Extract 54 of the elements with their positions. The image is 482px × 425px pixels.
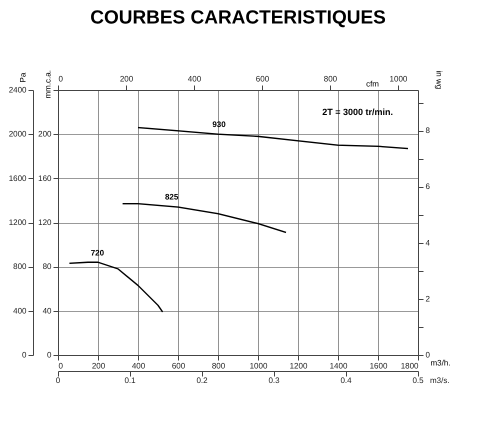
y3-tick-label: 400 — [13, 306, 28, 316]
y-tick-label: 80 — [42, 262, 52, 272]
x-tick-label: 1200 — [290, 362, 308, 370]
x-tick-label: 400 — [132, 362, 146, 370]
y3-tick-label: 1200 — [8, 218, 28, 227]
y3-tick-label: 2000 — [8, 130, 28, 139]
series-label: 720 — [90, 248, 105, 258]
x2-tick-label: 200 — [120, 74, 134, 84]
y3-tick-label: 800 — [13, 262, 28, 272]
y2-tick-label: 0 — [426, 350, 430, 360]
y3-axis-title: Pa — [18, 72, 28, 82]
text: 0.3 — [268, 376, 280, 385]
y2-axis-title: in wg — [434, 70, 444, 90]
y2-tick-label: 4 — [426, 238, 430, 248]
x-tick-label: 1000 — [250, 362, 268, 370]
annotation: 2T = 3000 tr/min. — [322, 107, 393, 117]
y3-tick-label: 2400 — [8, 86, 28, 94]
x2-tick-label: 400 — [188, 74, 202, 84]
x2-tick-label: 800 — [324, 74, 338, 84]
y-tick-label: 160 — [38, 174, 52, 183]
x2-axis-title: cfm — [366, 80, 380, 88]
y2-tick-label: 6 — [426, 182, 430, 192]
chart-title: COURBES CARACTERISTIQUES — [90, 8, 386, 29]
x-tick-label: 200 — [92, 362, 106, 370]
y-tick-label: 120 — [38, 218, 52, 227]
text: 0.2 — [196, 376, 208, 385]
y-tick-label: 0 — [47, 350, 52, 360]
x-tick-label: 0 — [58, 362, 64, 370]
x2-tick-label: 600 — [256, 74, 270, 84]
line-series — [137, 126, 409, 150]
x-tick-label: 1800 — [400, 362, 420, 370]
x-tick-label: 600 — [172, 362, 186, 370]
y3-tick-label: 1600 — [8, 174, 28, 183]
text: 0.5 — [412, 376, 424, 385]
line-series — [68, 262, 164, 313]
x-axis-title: m3/h. — [430, 358, 451, 368]
y-tick-label: 200 — [38, 130, 52, 139]
text: 0.1 — [124, 376, 136, 385]
x-tick-label: 1600 — [370, 362, 388, 370]
x2-tick-label: 0 — [58, 74, 64, 84]
line-series — [122, 203, 287, 234]
y-tick-label: 40 — [42, 306, 52, 316]
text: 0 — [56, 376, 61, 385]
y-axis-title: mm.c.a. — [44, 70, 52, 98]
x-tick-label: 800 — [212, 362, 226, 370]
x2-tick-label: 1000 — [390, 74, 408, 84]
text: 0.4 — [340, 376, 352, 385]
x-tick-label: 1400 — [330, 362, 348, 370]
series-label: 930 — [212, 120, 226, 130]
y2-tick-label: 2 — [426, 294, 430, 304]
series-label: 825 — [164, 192, 179, 202]
y2-tick-label: 8 — [426, 126, 430, 136]
y3-tick-label: 0 — [22, 350, 28, 360]
text: m3/s. — [430, 376, 450, 385]
